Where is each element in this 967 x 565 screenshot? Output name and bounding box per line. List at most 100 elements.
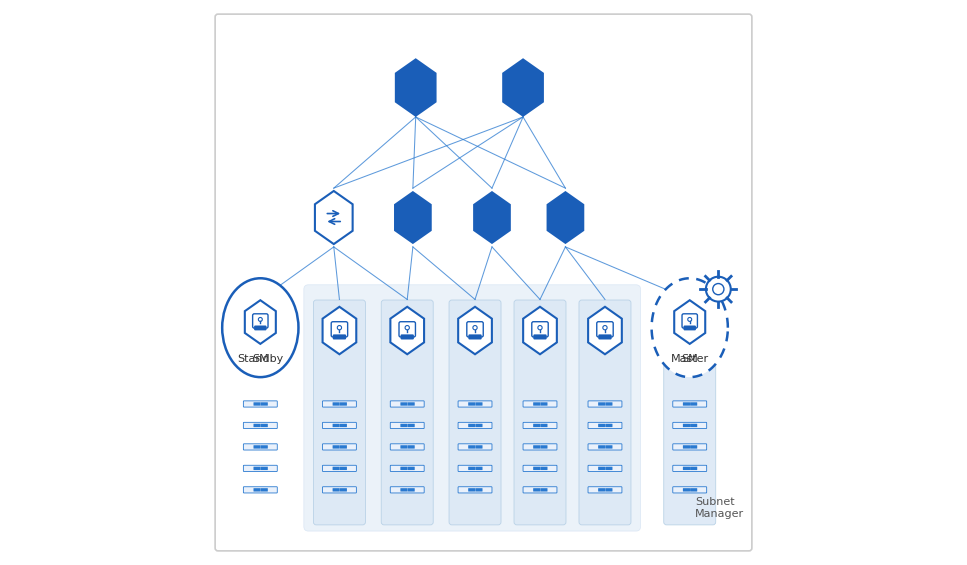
FancyBboxPatch shape: [523, 423, 557, 428]
Circle shape: [538, 325, 542, 330]
FancyBboxPatch shape: [408, 402, 415, 406]
FancyBboxPatch shape: [605, 467, 612, 470]
FancyBboxPatch shape: [597, 321, 613, 337]
Circle shape: [688, 318, 691, 321]
FancyBboxPatch shape: [261, 445, 268, 449]
FancyBboxPatch shape: [400, 467, 407, 470]
FancyBboxPatch shape: [339, 445, 347, 449]
FancyBboxPatch shape: [408, 488, 415, 492]
FancyBboxPatch shape: [458, 487, 492, 493]
FancyBboxPatch shape: [605, 488, 612, 492]
FancyBboxPatch shape: [322, 487, 357, 493]
FancyBboxPatch shape: [408, 445, 415, 449]
FancyBboxPatch shape: [541, 445, 547, 449]
Text: Subnet
Manager: Subnet Manager: [695, 497, 745, 519]
FancyBboxPatch shape: [468, 402, 476, 406]
FancyBboxPatch shape: [458, 423, 492, 428]
FancyBboxPatch shape: [532, 321, 548, 337]
FancyBboxPatch shape: [253, 467, 261, 470]
FancyBboxPatch shape: [458, 466, 492, 471]
FancyBboxPatch shape: [690, 424, 697, 427]
FancyBboxPatch shape: [599, 334, 612, 340]
FancyBboxPatch shape: [254, 325, 267, 331]
FancyBboxPatch shape: [468, 334, 482, 340]
FancyBboxPatch shape: [605, 445, 612, 449]
FancyBboxPatch shape: [690, 488, 697, 492]
FancyBboxPatch shape: [468, 488, 476, 492]
FancyBboxPatch shape: [339, 488, 347, 492]
FancyBboxPatch shape: [333, 334, 346, 340]
FancyBboxPatch shape: [253, 445, 261, 449]
FancyBboxPatch shape: [391, 466, 425, 471]
FancyBboxPatch shape: [468, 467, 476, 470]
FancyBboxPatch shape: [391, 444, 425, 450]
FancyBboxPatch shape: [476, 467, 483, 470]
FancyBboxPatch shape: [339, 424, 347, 427]
Polygon shape: [502, 58, 543, 117]
FancyBboxPatch shape: [588, 444, 622, 450]
FancyBboxPatch shape: [333, 488, 339, 492]
FancyBboxPatch shape: [534, 334, 546, 340]
Circle shape: [258, 318, 262, 321]
FancyBboxPatch shape: [333, 402, 339, 406]
FancyBboxPatch shape: [588, 466, 622, 471]
Circle shape: [602, 325, 607, 330]
FancyBboxPatch shape: [400, 445, 407, 449]
FancyBboxPatch shape: [244, 401, 278, 407]
FancyBboxPatch shape: [673, 401, 707, 407]
Text: Standby: Standby: [237, 343, 283, 364]
FancyBboxPatch shape: [605, 424, 612, 427]
FancyBboxPatch shape: [400, 334, 414, 340]
Polygon shape: [588, 307, 622, 354]
FancyBboxPatch shape: [476, 445, 483, 449]
FancyBboxPatch shape: [588, 487, 622, 493]
Circle shape: [337, 325, 341, 330]
FancyBboxPatch shape: [261, 467, 268, 470]
Polygon shape: [674, 300, 705, 344]
FancyBboxPatch shape: [261, 424, 268, 427]
Polygon shape: [391, 307, 425, 354]
FancyBboxPatch shape: [533, 424, 541, 427]
FancyBboxPatch shape: [673, 466, 707, 471]
FancyBboxPatch shape: [533, 488, 541, 492]
FancyBboxPatch shape: [391, 487, 425, 493]
FancyBboxPatch shape: [684, 325, 696, 331]
FancyBboxPatch shape: [449, 300, 501, 525]
Text: SM: SM: [252, 354, 269, 364]
FancyBboxPatch shape: [399, 321, 416, 337]
FancyBboxPatch shape: [408, 424, 415, 427]
FancyBboxPatch shape: [514, 300, 566, 525]
FancyBboxPatch shape: [683, 488, 690, 492]
FancyBboxPatch shape: [215, 14, 752, 551]
Polygon shape: [394, 191, 431, 244]
FancyBboxPatch shape: [333, 424, 339, 427]
FancyBboxPatch shape: [339, 467, 347, 470]
FancyBboxPatch shape: [253, 402, 261, 406]
FancyBboxPatch shape: [605, 402, 612, 406]
Text: SM: SM: [682, 354, 698, 364]
FancyBboxPatch shape: [533, 467, 541, 470]
Ellipse shape: [652, 279, 728, 377]
FancyBboxPatch shape: [468, 424, 476, 427]
FancyBboxPatch shape: [541, 467, 547, 470]
FancyBboxPatch shape: [523, 466, 557, 471]
Polygon shape: [546, 191, 584, 244]
Circle shape: [706, 277, 731, 302]
Polygon shape: [315, 191, 353, 244]
FancyBboxPatch shape: [588, 423, 622, 428]
Polygon shape: [473, 191, 511, 244]
FancyBboxPatch shape: [253, 488, 261, 492]
FancyBboxPatch shape: [322, 423, 357, 428]
FancyBboxPatch shape: [322, 466, 357, 471]
FancyBboxPatch shape: [391, 423, 425, 428]
FancyBboxPatch shape: [599, 488, 605, 492]
FancyBboxPatch shape: [304, 285, 640, 531]
FancyBboxPatch shape: [533, 445, 541, 449]
FancyBboxPatch shape: [333, 467, 339, 470]
Polygon shape: [395, 58, 436, 117]
Polygon shape: [245, 300, 276, 344]
FancyBboxPatch shape: [244, 466, 278, 471]
FancyBboxPatch shape: [322, 401, 357, 407]
Circle shape: [713, 284, 724, 295]
Circle shape: [473, 325, 477, 330]
